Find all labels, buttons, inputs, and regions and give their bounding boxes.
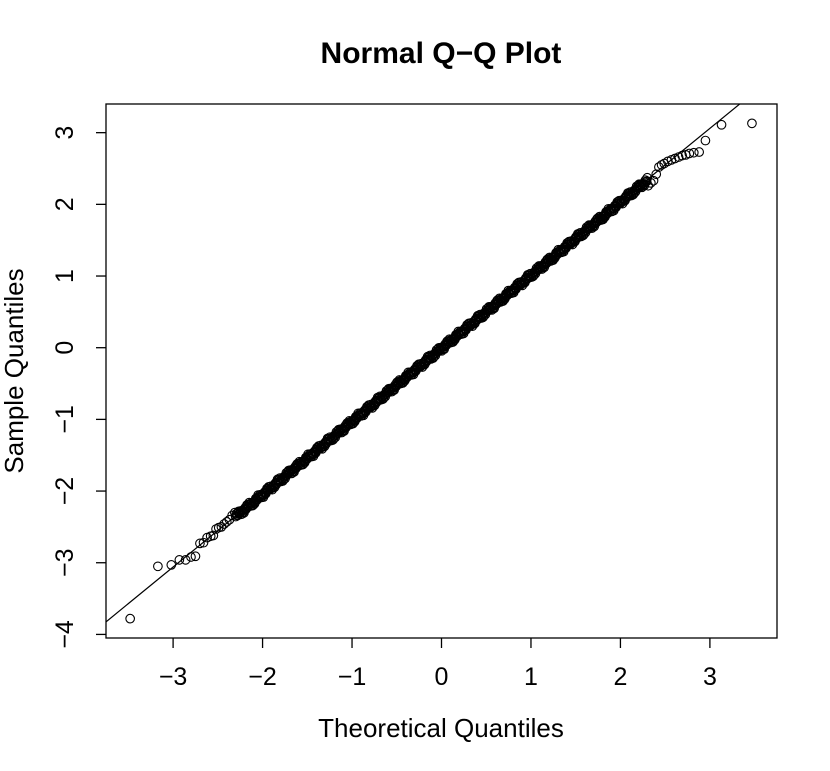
y-tick-label: 3 [51, 126, 79, 140]
data-point [190, 551, 201, 562]
data-point [198, 537, 209, 548]
x-tick-label: −2 [248, 663, 277, 691]
x-axis: −3 −2 −1 0 1 2 3 [159, 638, 717, 691]
data-point [229, 507, 240, 518]
data-point [688, 147, 699, 158]
data-point [700, 135, 711, 146]
x-tick-label: 3 [703, 663, 717, 691]
data-point [174, 555, 185, 565]
data-point [646, 177, 656, 188]
data-point [180, 555, 191, 565]
data-point [216, 522, 227, 532]
y-tick-label: −4 [51, 620, 79, 649]
data-point [648, 175, 659, 186]
y-axis-label: Sample Quantiles [0, 268, 29, 473]
data-point [642, 172, 653, 183]
y-tick-label: 0 [51, 341, 79, 355]
data-point [221, 517, 232, 527]
y-tick-label: −3 [51, 548, 79, 577]
data-point [208, 530, 219, 541]
data-point [641, 176, 652, 187]
x-axis-label: Theoretical Quantiles [318, 713, 564, 743]
y-tick-label: 1 [51, 269, 79, 283]
x-tick-label: 1 [524, 663, 538, 691]
y-tick-label: 2 [51, 197, 79, 211]
y-axis: −4 −3 −2 −1 0 1 2 3 [51, 126, 106, 649]
data-point [125, 613, 136, 624]
plot-frame [105, 103, 778, 639]
data-point [677, 150, 688, 161]
data-point [643, 180, 654, 191]
y-tick-label: −1 [51, 405, 79, 434]
x-tick-label: 2 [613, 663, 627, 691]
data-point [716, 119, 727, 130]
data-point [651, 169, 662, 180]
data-point [227, 510, 237, 521]
data-point [694, 147, 705, 157]
data-point [684, 148, 695, 159]
y-tick-label: −2 [51, 477, 79, 506]
data-point [153, 561, 163, 572]
data-point [654, 162, 664, 172]
plot-area [106, 104, 757, 624]
data-point [166, 560, 177, 570]
x-tick-label: −1 [338, 663, 367, 691]
data-point [195, 538, 205, 549]
chart-title: Normal Q−Q Plot [321, 37, 562, 70]
data-point [211, 524, 221, 534]
data-point [186, 552, 196, 562]
x-tick-label: −3 [159, 663, 188, 691]
data-point [747, 118, 757, 129]
x-tick-label: 0 [435, 663, 449, 691]
